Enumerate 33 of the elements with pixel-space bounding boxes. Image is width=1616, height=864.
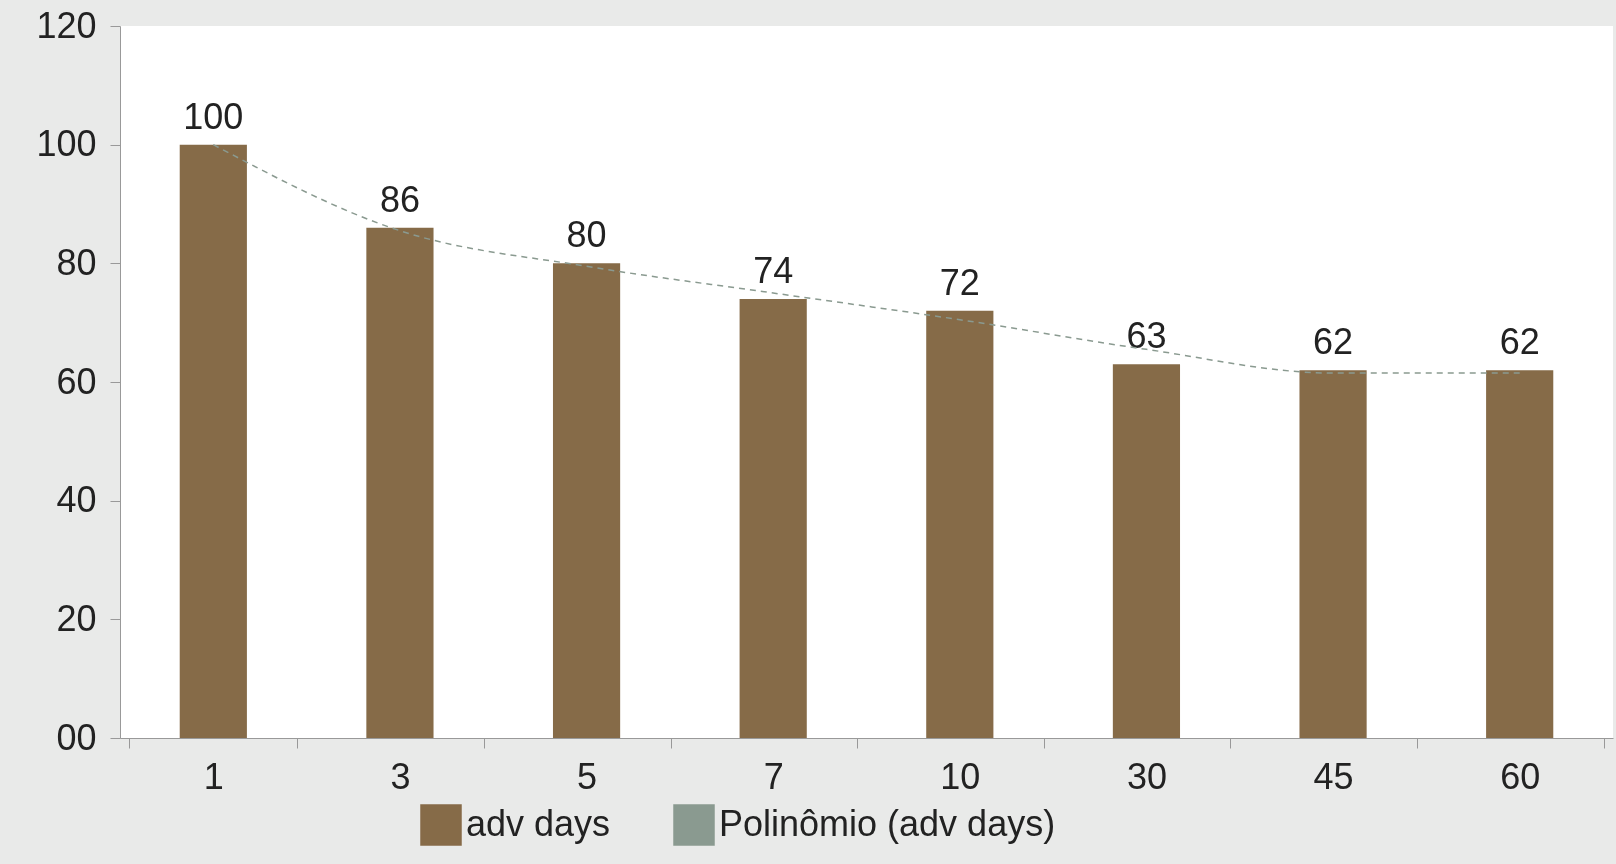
x-tick-label: 3 <box>390 755 411 797</box>
bar <box>926 310 994 738</box>
y-tick-label: 100 <box>36 123 97 165</box>
y-tick-label: 20 <box>56 597 97 639</box>
data-label: 80 <box>566 214 607 256</box>
data-label: 72 <box>939 261 980 303</box>
x-tick-label: 5 <box>577 755 598 797</box>
x-tick-label: 7 <box>763 755 784 797</box>
data-label: 74 <box>753 249 794 291</box>
data-label: 63 <box>1126 315 1167 357</box>
bar <box>366 227 434 738</box>
x-tick-label: 10 <box>940 755 981 797</box>
legend-label: Polinômio (adv days) <box>719 803 1056 844</box>
bar <box>1299 370 1367 738</box>
legend-label: adv days <box>466 803 611 844</box>
y-tick-label: 80 <box>56 241 97 283</box>
bar <box>179 144 247 738</box>
data-label: 62 <box>1313 321 1354 363</box>
y-tick-label: 120 <box>36 4 97 46</box>
bar <box>1486 370 1554 738</box>
x-tick-label: 30 <box>1126 755 1167 797</box>
y-tick-label: 40 <box>56 479 97 521</box>
x-tick-label: 1 <box>203 755 224 797</box>
y-tick-label: 60 <box>56 360 97 402</box>
bar <box>1112 364 1181 738</box>
bar <box>739 298 807 738</box>
data-label: 62 <box>1499 321 1540 363</box>
data-label: 86 <box>379 178 420 220</box>
x-tick-label: 60 <box>1500 755 1541 797</box>
x-tick-label: 45 <box>1313 755 1354 797</box>
y-tick-label: 00 <box>56 716 97 758</box>
data-label: 100 <box>183 95 244 137</box>
bar <box>552 263 621 738</box>
